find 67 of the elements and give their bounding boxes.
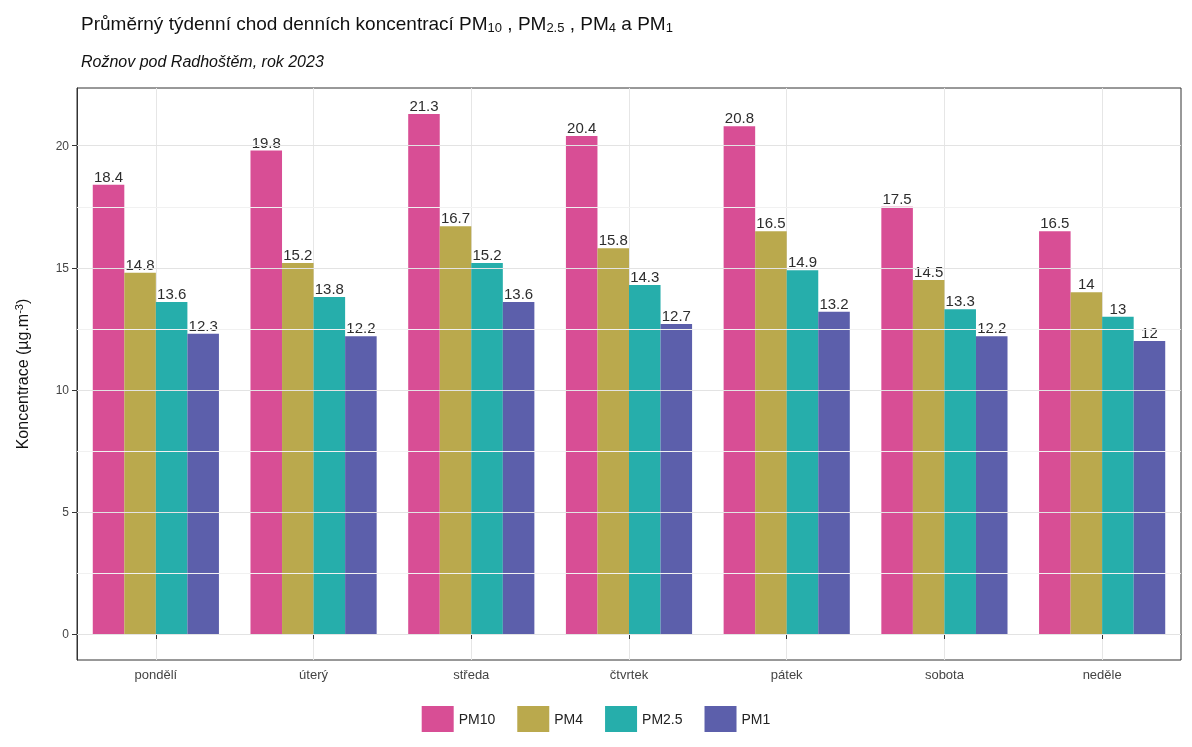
x-tick-label: sobota (924, 667, 965, 682)
bar (155, 301, 188, 634)
y-tick-label: 15 (55, 260, 70, 275)
data-label: 13.6 (157, 284, 187, 302)
x-tick-label: neděle (1082, 667, 1122, 682)
data-label: 15.2 (472, 245, 502, 263)
data-label: 16.5 (756, 214, 786, 232)
bar (502, 301, 535, 634)
y-tick-label: 0 (62, 627, 70, 641)
bar (597, 248, 629, 634)
data-label: 15.8 (598, 231, 628, 249)
bar (1070, 292, 1103, 634)
data-label: 14.3 (630, 267, 660, 285)
y-tick-label: 5 (62, 504, 70, 519)
data-label: 14.9 (787, 253, 818, 271)
bar (1039, 231, 1071, 634)
y-axis-title: Koncentrace (µg.m-3) (12, 298, 31, 450)
data-label: 20.4 (567, 118, 597, 136)
bar (1133, 341, 1166, 634)
bar (471, 262, 503, 634)
bar (92, 184, 125, 634)
x-tick-label: středa (453, 667, 491, 682)
data-label: 13 (1109, 299, 1127, 317)
bar (187, 333, 219, 634)
data-label: 20.8 (724, 109, 754, 127)
y-tick-label: 10 (55, 382, 70, 397)
data-label: 12.7 (661, 306, 691, 324)
bar (1102, 316, 1134, 634)
x-tick-label: pondělí (134, 667, 178, 682)
legend-label: PM1 (741, 711, 771, 727)
bar (250, 150, 283, 634)
bar (124, 272, 156, 634)
bar (660, 323, 693, 634)
data-label: 16.5 (1040, 214, 1070, 232)
legend-label: PM2.5 (642, 711, 683, 727)
data-label: 13.2 (819, 294, 849, 312)
data-label: 13.8 (314, 280, 344, 298)
data-label: 13.3 (945, 292, 975, 310)
bar (723, 126, 756, 634)
bar (565, 135, 598, 634)
data-label: 14 (1078, 275, 1095, 293)
data-label: 21.3 (409, 97, 439, 114)
data-label: 15.2 (283, 245, 313, 263)
data-label: 18.4 (93, 167, 124, 185)
x-tick-label: úterý (299, 667, 329, 682)
bar (975, 336, 1008, 634)
bar (755, 231, 787, 634)
bar (944, 309, 976, 634)
bar (912, 280, 945, 634)
bar (818, 311, 850, 634)
bar (313, 297, 346, 634)
bar (439, 226, 472, 634)
bar (345, 336, 377, 634)
bar (786, 270, 819, 634)
data-label: 17.5 (882, 189, 912, 207)
bar (629, 284, 661, 634)
x-tick-label: čtvrtek (609, 667, 649, 682)
x-tick-label: pátek (770, 667, 804, 682)
data-label: 13.6 (504, 284, 534, 302)
data-label: 16.7 (440, 209, 471, 227)
bar (282, 262, 314, 634)
y-tick-label: 20 (55, 138, 70, 153)
bar (881, 206, 913, 634)
legend-label: PM4 (554, 711, 584, 727)
legend-label: PM10 (458, 711, 496, 727)
bar (408, 114, 440, 634)
chart-subtitle: Rožnov pod Radhoštěm, rok 2023 (81, 52, 324, 70)
